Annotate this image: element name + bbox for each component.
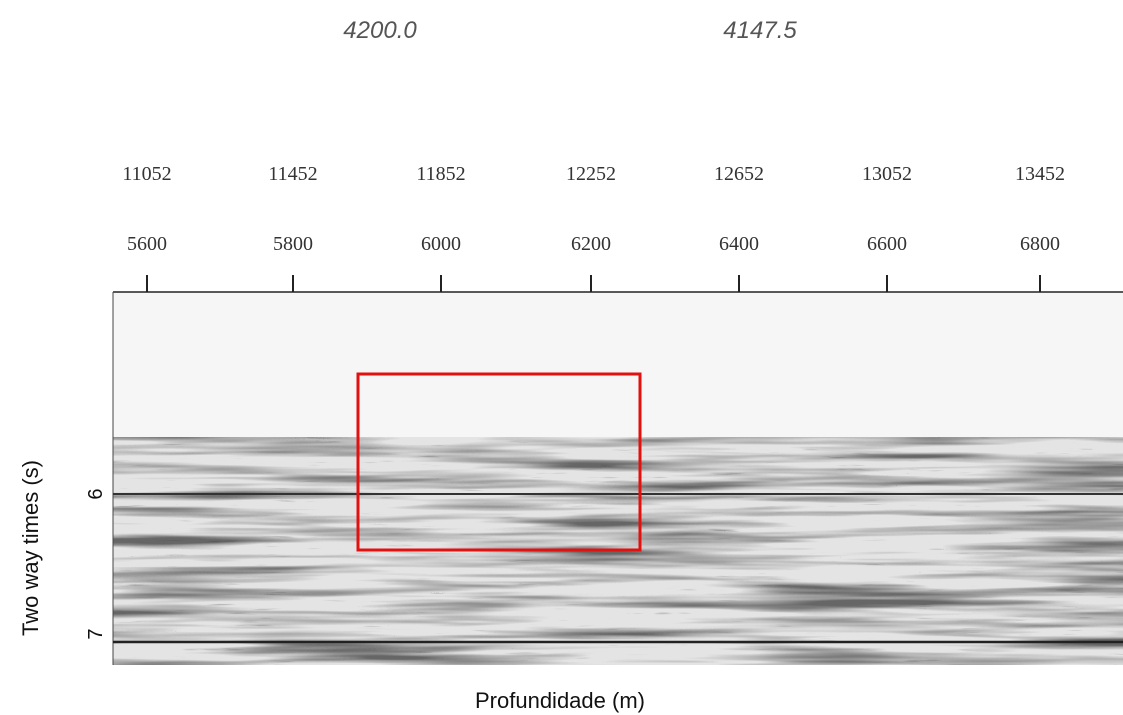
x-axis-title: Profundidade (m)	[475, 688, 645, 713]
trace-label: 13452	[1015, 163, 1065, 185]
header-label: 4200.0	[343, 17, 417, 44]
y-axis-title: Two way times (s)	[18, 460, 43, 636]
trace-label: 13052	[862, 163, 912, 185]
trace-label: 12252	[566, 163, 616, 185]
trace-label: 12652	[714, 163, 764, 185]
cdp-label: 6200	[571, 233, 611, 255]
highlight-box	[356, 372, 642, 552]
trace-label: 11852	[416, 163, 465, 185]
trace-label: 11452	[268, 163, 317, 185]
cdp-label: 6400	[719, 233, 759, 255]
water-column	[113, 292, 1123, 437]
header-label: 4147.5	[723, 17, 797, 44]
cdp-label: 6600	[867, 233, 907, 255]
trace-label: 11052	[122, 163, 171, 185]
y-tick-label: 7	[85, 628, 107, 639]
y-tick-label: 6	[85, 488, 107, 499]
cdp-label: 6000	[421, 233, 461, 255]
cdp-label: 5800	[273, 233, 313, 255]
cdp-label: 6800	[1020, 233, 1060, 255]
cdp-label: 5600	[127, 233, 167, 255]
